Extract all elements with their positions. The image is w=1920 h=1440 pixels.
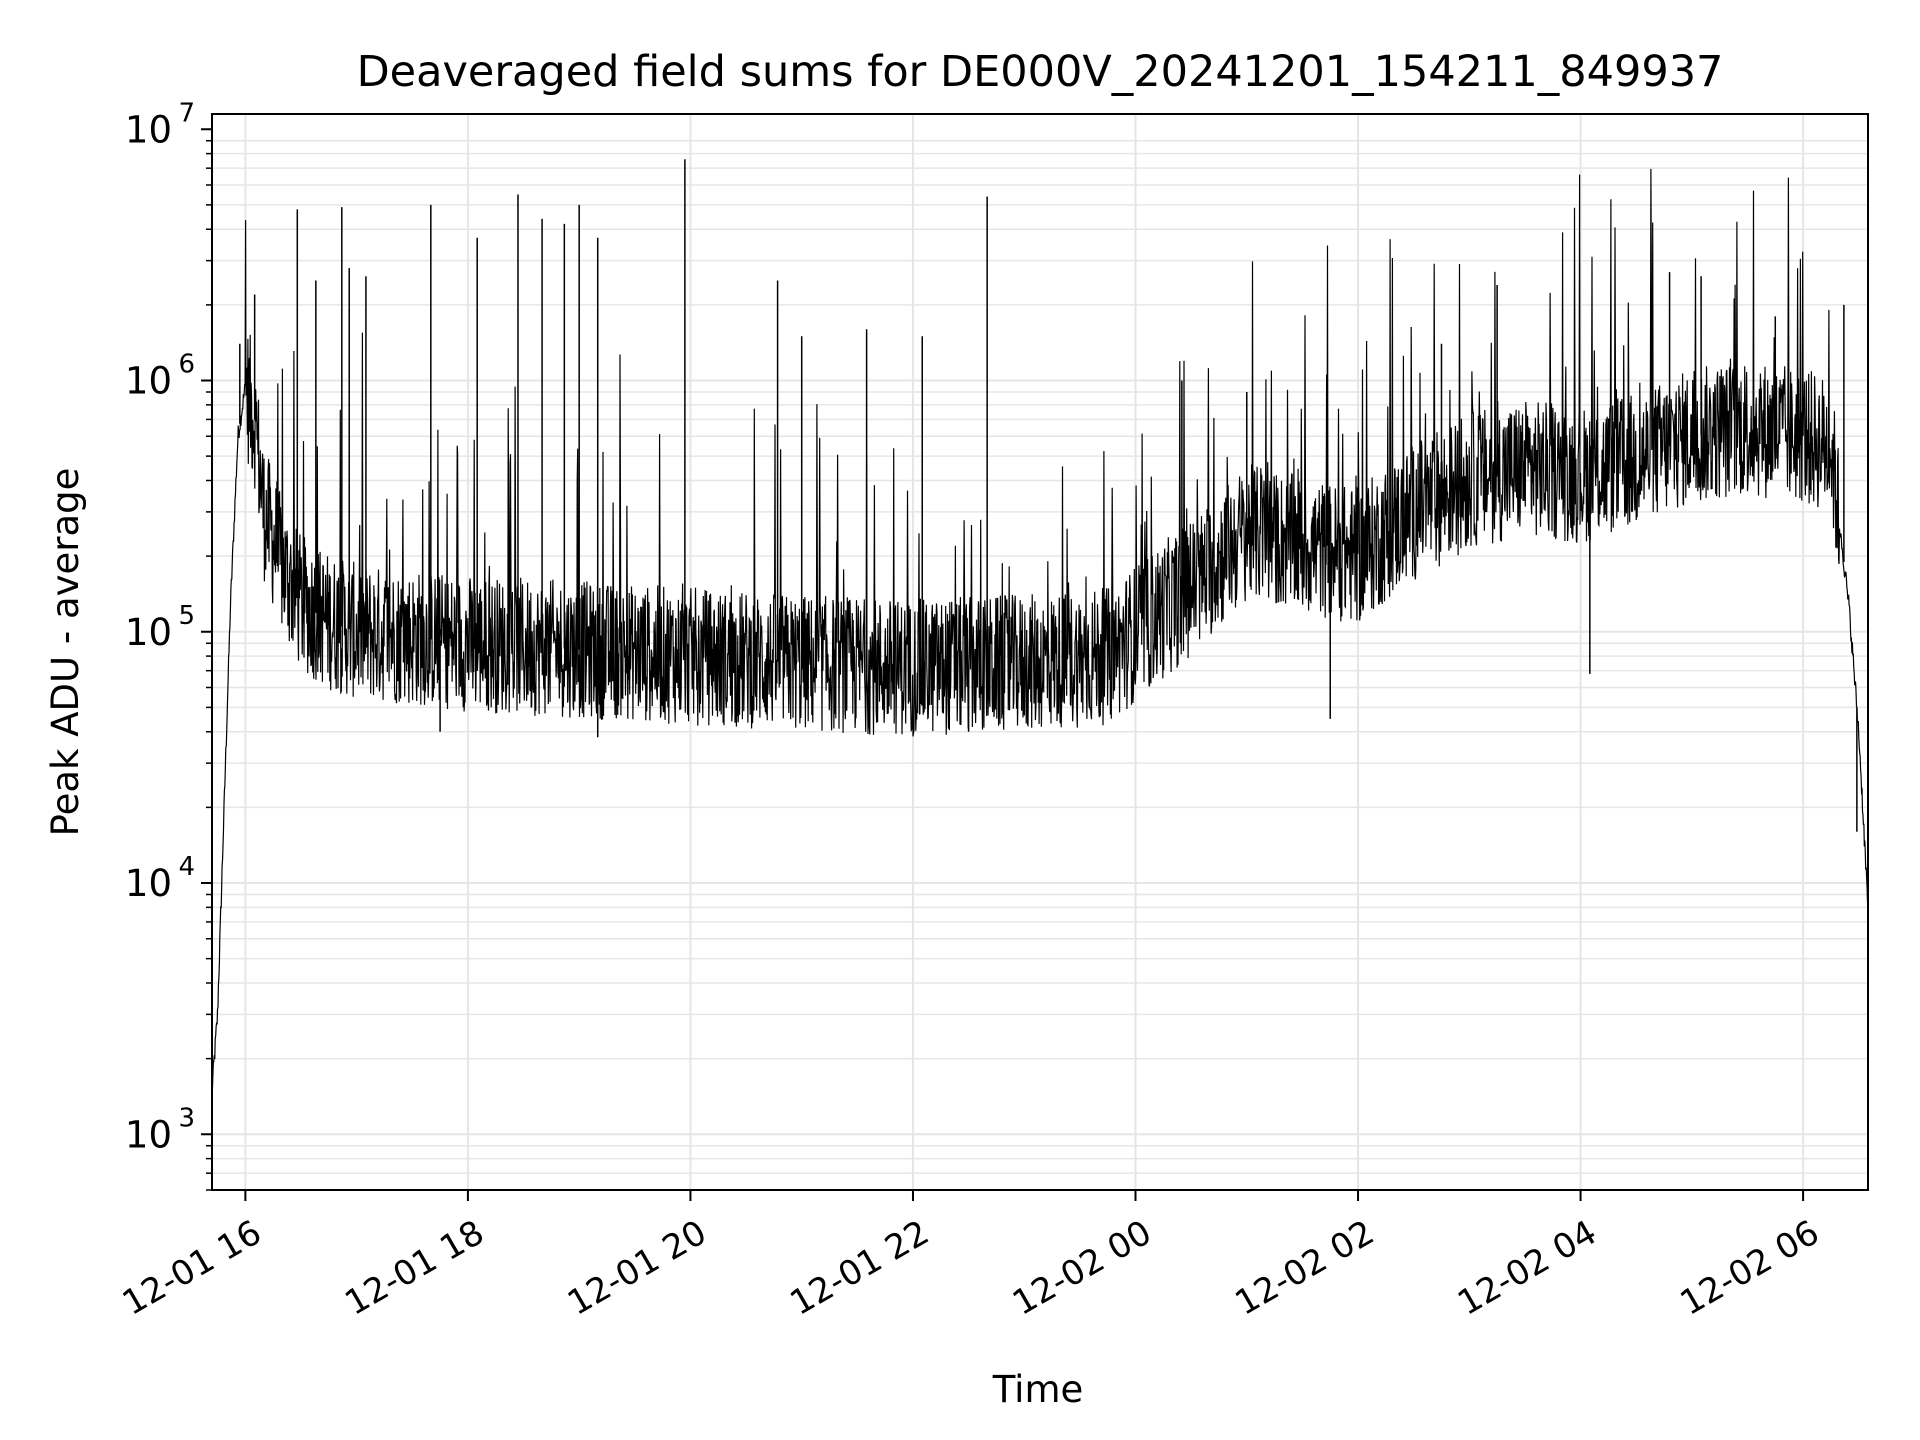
series-line <box>211 168 1869 1090</box>
y-tick-label: 10 <box>125 108 172 151</box>
y-axis-label: Peak ADU - average <box>44 468 87 837</box>
y-tick-label: 10 <box>125 611 172 654</box>
y-tick-exponent: 6 <box>178 350 195 380</box>
y-tick-exponent: 4 <box>178 852 195 882</box>
y-tick-label: 10 <box>125 862 172 905</box>
y-tick-exponent: 7 <box>178 98 195 128</box>
plot-frame <box>211 113 1869 1191</box>
plot-data <box>211 159 1869 1090</box>
chart-title: Deaveraged field sums for DE000V_2024120… <box>357 47 1724 97</box>
y-tick-label: 10 <box>125 1113 172 1156</box>
y-tick-exponent: 3 <box>178 1103 195 1133</box>
y-tick-label: 10 <box>125 360 172 403</box>
x-axis-label: Time <box>992 1368 1084 1411</box>
grid-lines <box>212 114 1868 1191</box>
y-tick-exponent: 5 <box>178 601 195 631</box>
